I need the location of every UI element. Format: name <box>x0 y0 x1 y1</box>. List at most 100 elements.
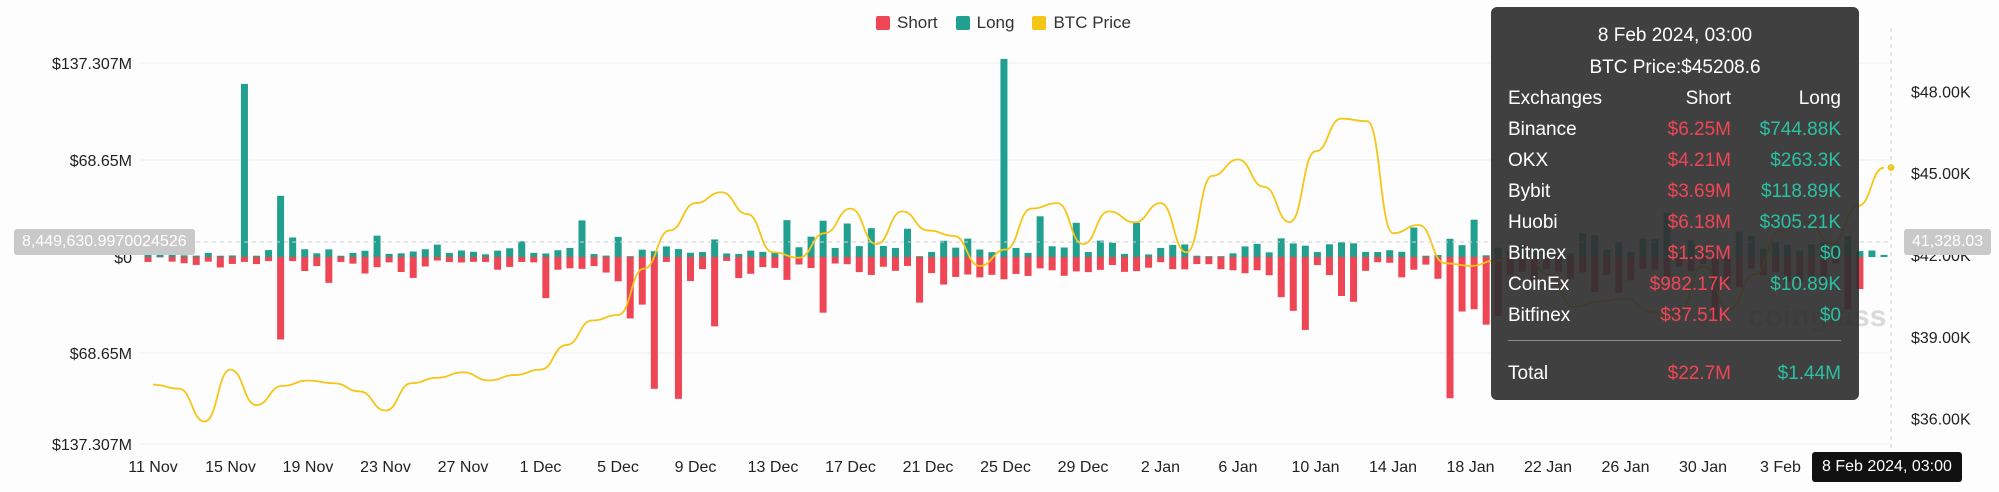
short-bar <box>650 257 658 389</box>
short-bar <box>783 257 791 280</box>
long-bar <box>626 256 634 257</box>
long-bar <box>349 252 357 257</box>
short-bar <box>1157 257 1165 263</box>
tooltip-header-exchanges: Exchanges <box>1508 88 1603 109</box>
short-bar <box>1048 257 1056 271</box>
long-bar <box>1350 243 1358 257</box>
long-bar <box>457 250 465 257</box>
long-bar <box>1277 238 1285 257</box>
long-bar <box>952 247 960 257</box>
long-bar <box>1458 245 1466 257</box>
legend-item-price[interactable]: BTC Price <box>1032 13 1131 33</box>
short-bar <box>771 257 779 268</box>
short-bar <box>879 257 887 267</box>
tooltip-row-binance: Binance $6.25M $744.88K <box>1508 119 1841 145</box>
short-bar <box>1193 257 1201 265</box>
short-bar <box>1000 257 1008 280</box>
short-bar <box>1325 257 1333 276</box>
y-left-tick-label: $137.307M <box>52 437 132 454</box>
long-bar <box>1338 242 1345 257</box>
long-bar <box>602 255 610 257</box>
short-bar <box>349 257 357 264</box>
x-tick-label: 13 Dec <box>748 459 799 476</box>
short-bar <box>699 257 707 270</box>
long-bar <box>1048 246 1056 257</box>
legend-item-long[interactable]: Long <box>955 13 1014 33</box>
tooltip-title: 8 Feb 2024, 03:00 <box>1597 25 1753 46</box>
short-bar <box>1338 257 1345 296</box>
long-bar <box>1084 252 1092 257</box>
short-bar <box>554 257 562 270</box>
short-bar <box>253 257 260 265</box>
short-bar <box>711 257 719 327</box>
short-bar <box>964 257 972 275</box>
long-bar <box>1386 250 1394 257</box>
short-bar <box>180 257 188 264</box>
short-bar <box>1350 257 1358 302</box>
x-tick-label: 21 Dec <box>903 459 954 476</box>
legend: Short Long BTC Price <box>876 13 1131 33</box>
short-bar <box>602 257 610 273</box>
long-bar <box>542 253 550 257</box>
short-value: $982.17K <box>1649 274 1731 295</box>
long-bar <box>1398 251 1406 257</box>
short-bar <box>1470 257 1478 310</box>
short-bar <box>1253 257 1261 271</box>
short-bar <box>1289 257 1297 311</box>
tooltip-row-bitmex: Bitmex $1.35M $0 <box>1508 243 1841 269</box>
short-bar <box>1301 257 1309 330</box>
long-bar <box>1193 255 1201 257</box>
short-bar <box>1434 257 1442 279</box>
short-bar <box>1084 257 1092 273</box>
long-bar <box>1012 247 1020 257</box>
short-bar <box>1229 257 1237 271</box>
long-bar <box>916 256 924 257</box>
long-bar <box>361 250 369 257</box>
short-bar <box>325 257 333 283</box>
long-bar <box>1121 253 1128 257</box>
long-bar <box>1362 251 1370 257</box>
long-bar <box>1024 252 1032 257</box>
x-tick-label: 18 Jan <box>1446 459 1494 476</box>
long-bar <box>1289 243 1297 257</box>
x-tick-label: 25 Dec <box>980 459 1031 476</box>
long-bar <box>554 250 562 257</box>
long-bar <box>1313 252 1321 257</box>
short-bar <box>409 257 417 278</box>
short-bar <box>1277 257 1285 298</box>
tooltip-row-coinex: CoinEx $982.17K $10.89K <box>1508 274 1841 300</box>
crosshair-right-value: 41,328.03 <box>1904 229 1992 255</box>
short-bar <box>638 257 646 305</box>
tooltip-row-bybit: Bybit $3.69M $118.89K <box>1508 181 1841 207</box>
short-value: $6.25M <box>1667 119 1731 140</box>
exchange-name: Bybit <box>1508 181 1551 202</box>
long-bar <box>240 83 248 258</box>
short-bar <box>1265 257 1273 276</box>
short-bar <box>168 257 176 262</box>
long-bar <box>735 253 743 257</box>
short-bar <box>1169 257 1177 270</box>
long-bar <box>614 236 622 257</box>
short-bar <box>867 257 875 275</box>
legend-item-short[interactable]: Short <box>876 13 938 33</box>
short-bar <box>855 257 863 273</box>
x-tick-label: 11 Nov <box>128 459 178 476</box>
x-tick-label: 10 Jan <box>1291 459 1339 476</box>
crosshair-left-value: 8,449,630.9970024526 <box>14 229 195 255</box>
short-bar <box>1145 257 1153 268</box>
long-value: $118.89K <box>1761 181 1841 202</box>
short-bar <box>1313 257 1321 266</box>
long-bar <box>1145 254 1153 257</box>
legend-label-short: Short <box>897 13 938 32</box>
long-bar <box>879 245 887 257</box>
tooltip-row-huobi: Huobi $6.18M $305.21K <box>1508 212 1841 238</box>
short-bar <box>144 257 152 262</box>
short-bar <box>470 257 477 262</box>
long-bar <box>891 247 899 257</box>
short-bar <box>626 257 634 319</box>
long-bar <box>1422 255 1430 257</box>
short-bar <box>1458 257 1466 312</box>
long-bar <box>964 238 972 257</box>
short-bar <box>940 257 948 285</box>
short-bar <box>1398 257 1406 278</box>
